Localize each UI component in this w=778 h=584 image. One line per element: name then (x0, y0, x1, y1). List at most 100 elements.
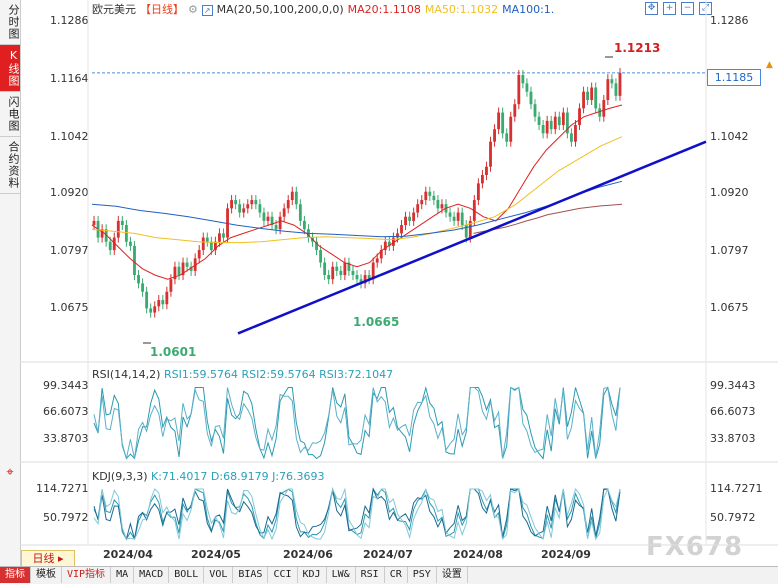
fullscreen-icon[interactable]: ✥ (645, 2, 658, 15)
rsi2-value: RSI2:59.5764 (241, 368, 316, 381)
candle-body (408, 216, 412, 221)
candle-body (141, 283, 144, 292)
candle-body (582, 91, 585, 109)
rsi1-line (93, 385, 621, 460)
candle-body (610, 79, 614, 84)
tab-settings[interactable]: 设置 (437, 567, 468, 583)
candle-body (416, 204, 420, 213)
candle-body (391, 237, 395, 246)
sidebar-item-kline[interactable]: K线图 (0, 45, 20, 92)
tab-psy[interactable]: PSY (408, 567, 437, 583)
candle-body (420, 200, 424, 205)
candle-body (400, 225, 403, 234)
candle-body (129, 241, 132, 246)
candle-body (116, 220, 120, 238)
ma100-value: MA100:1. (502, 3, 555, 16)
chart-canvas[interactable]: 1.1213 1.0601 1.0665 (0, 0, 778, 566)
tab-templates[interactable]: 模板 (31, 567, 62, 583)
candle-body (108, 241, 112, 251)
candle-body (379, 250, 383, 259)
tab-indicators[interactable]: 指标 (0, 567, 31, 583)
x-date-label: 2024/09 (541, 548, 591, 561)
crosshair-icon[interactable]: ⌖ (6, 465, 14, 480)
zoom-in-icon[interactable]: + (663, 2, 676, 15)
candle-body (347, 262, 351, 271)
period-label[interactable]: 【日线】 (140, 3, 184, 16)
candle-body (375, 258, 379, 263)
candle-body (586, 91, 590, 101)
candle-body (452, 216, 456, 221)
candle-body (432, 195, 436, 201)
price-arrow-icon: ▲ (766, 60, 773, 70)
tab-cr[interactable]: CR (385, 567, 408, 583)
candle-body (262, 212, 266, 221)
rsi-label: RSI(14,14,2) (92, 368, 161, 381)
tab-cci[interactable]: CCI (268, 567, 298, 583)
tab-ma[interactable]: MA (111, 567, 135, 583)
tab-vol[interactable]: VOL (204, 567, 234, 583)
sidebar-item-timeshare[interactable]: 分时图 (0, 0, 20, 45)
kdj-d-line (93, 487, 621, 541)
zoom-out-icon[interactable]: − (681, 2, 694, 15)
candle-body (92, 220, 96, 226)
candle-body (201, 237, 205, 251)
candle-body (331, 266, 335, 280)
mid-low-annotation: 1.0665 (353, 315, 399, 329)
candle-body (169, 279, 173, 292)
current-price-tag: 1.1185 (707, 69, 761, 86)
sidebar-item-contract-info[interactable]: 合约资料 (0, 137, 20, 194)
indicator-icon[interactable]: ↗ (201, 5, 213, 16)
kdj-k-value: K:71.4017 (151, 470, 208, 483)
sidebar-item-flash[interactable]: 闪电图 (0, 92, 20, 137)
tab-kdj[interactable]: KDJ (298, 567, 327, 583)
ma20-line (91, 104, 623, 280)
candle-body (436, 200, 440, 209)
candle-body (315, 241, 318, 251)
candle-body (302, 220, 306, 230)
candle-body (230, 200, 233, 209)
candle-body (298, 204, 302, 221)
kdj-d-value: D:68.9179 (210, 470, 269, 483)
candle-body (165, 291, 169, 305)
candle-body (355, 275, 359, 280)
candle-body (618, 72, 622, 96)
tab-rsi[interactable]: RSI (356, 567, 385, 583)
y-tick-right: 1.0797 (710, 244, 749, 257)
day-tab-label: 日线 (32, 552, 55, 565)
candle-body (242, 208, 246, 213)
candle-body (412, 212, 416, 221)
candle-body (177, 266, 181, 276)
kdj-label: KDJ(9,3,3) (92, 470, 148, 483)
tab-vip-indicators[interactable]: VIP指标 (62, 567, 112, 583)
candle-body (193, 258, 197, 271)
tab-lwr[interactable]: LW& (327, 567, 356, 583)
candle-body (489, 141, 492, 167)
candle-body (424, 191, 428, 201)
tab-bias[interactable]: BIAS (233, 567, 269, 583)
chart-header: 欧元美元 【日线】 ⚙ ↗ MA(20,50,100,200,0,0) MA20:1.11… (92, 2, 558, 18)
candle-body (339, 270, 343, 276)
tab-boll[interactable]: BOLL (169, 567, 205, 583)
candle-body (598, 108, 602, 117)
ma50-value: MA50:1.1032 (424, 3, 499, 16)
candle-body (234, 200, 238, 205)
candle-body (274, 225, 278, 230)
kdj-header: KDJ(9,3,3) K:71.4017 D:68.9179 J:76.3693 (92, 470, 325, 484)
tab-macd[interactable]: MACD (134, 567, 170, 583)
kdj-j-value: J:76.3693 (272, 470, 325, 483)
low-annotation: 1.0601 (150, 345, 196, 359)
candle-body (505, 133, 509, 142)
candle-body (112, 237, 116, 251)
candle-body (606, 79, 610, 101)
symbol-name: 欧元美元 (92, 3, 136, 16)
settings-icon[interactable]: ⚙ (188, 3, 198, 16)
candle-body (383, 241, 387, 251)
candle-body (173, 266, 177, 280)
candle-body (387, 241, 391, 246)
rsi3-value: RSI3:72.1047 (319, 368, 394, 381)
candle-body (250, 200, 254, 205)
candle-body (100, 229, 104, 238)
sidebar: 分时图 K线图 闪电图 合约资料 (0, 0, 21, 566)
x-date-label: 2024/04 (103, 548, 153, 561)
candle-body (258, 204, 262, 213)
